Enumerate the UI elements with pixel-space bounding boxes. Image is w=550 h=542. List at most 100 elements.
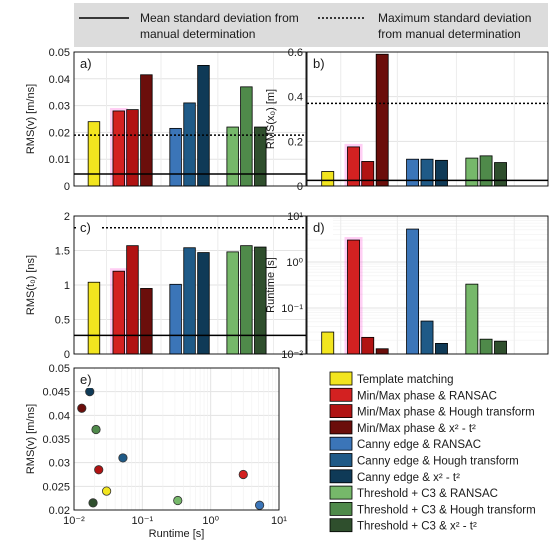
y-tick-label: 0 [297,181,303,193]
bar-template-matching [321,331,335,355]
legend-swatch [329,485,353,500]
panel-c: 0 0.5 1 1.5 2 c) RMS(t₀) [ns] [25,211,307,361]
y-axis-label: RMS(v) [m/ns] [25,84,37,154]
bar-min-max-phase-hough-transform [361,161,375,187]
y-tick-label: 0.5 [55,315,70,327]
bar-min-max-phase-ransac [112,110,125,187]
panel-label: c) [80,220,91,235]
bar-min-max-phase-x-t- [375,53,389,187]
bar-min-max-phase-hough-transform [361,336,375,355]
top-legend-background [74,3,548,47]
legend-label: Min/Max phase & x² - t² [357,423,476,435]
legend-item: Min/Max phase & Hough transform [329,404,535,419]
y-tick-label: 10⁻¹ [281,303,303,315]
legend-label: Threshold + C3 & x² - t² [357,521,477,533]
bar-canny-edge-ransac [406,158,419,187]
bar-canny-edge-x-t- [197,65,210,187]
legend-swatch [329,469,353,484]
y-tick-label: 0.01 [49,154,70,166]
y-tick-label: 0.05 [49,47,70,59]
panel-label-bg [309,54,333,72]
bar-canny-edge-hough-transform [420,320,434,355]
legend-label: Canny edge & RANSAC [357,439,481,451]
y-tick-label: 2 [64,211,70,223]
bar-threshold-c3-x-t- [494,162,507,187]
bar-min-max-phase-ransac [347,239,360,355]
panel-label-bg [309,218,333,236]
point-min-max-phase-x-t- [77,403,87,413]
y-tick-label: 0 [64,181,70,193]
y-tick-label: 0.2 [288,136,303,148]
y-tick-label: 0.6 [288,47,303,59]
y-tick-label: 10⁰ [286,257,303,269]
panel-label: a) [80,56,92,71]
point-threshold-c3-ransac [173,495,183,506]
axes-frame [306,51,549,187]
mean-legend-line1: Mean standard deviation from [140,11,299,25]
panel-label-bg [76,54,100,72]
legend-item: Canny edge & x² - t² [329,469,460,484]
panel-d: 10⁻² 10⁻¹ 10⁰ 10¹ d) Runtime [s] [265,211,549,361]
y-tick-label: 0.045 [42,387,70,399]
x-tick-label: 10¹ [271,515,287,527]
bar-canny-edge-x-t- [197,252,210,355]
y-tick-label: 10¹ [287,211,303,223]
legend-swatch [329,436,353,451]
y-tick-label: 10⁻² [281,349,303,361]
bar-template-matching [87,121,101,187]
y-tick-label: 0 [64,349,70,361]
panel-label-bg [76,218,100,236]
bar-canny-edge-x-t- [435,342,448,355]
panel-label-bg [76,370,100,388]
panel-b: 0 0.2 0.4 0.6 b) RMS(x₀) [m] [265,47,549,193]
bar-threshold-c3-x-t- [494,340,507,355]
legend-swatch [329,501,353,516]
point-min-max-phase-ransac [238,469,248,480]
bar-canny-edge-hough-transform [183,247,196,355]
legend-item: Canny edge & RANSAC [329,436,481,451]
x-tick-label: 10⁻¹ [131,515,153,527]
y-tick-label: 0.025 [42,481,70,493]
y-tick-label: 0.03 [49,101,70,113]
point-threshold-c3-x-t- [88,498,98,508]
point-min-max-phase-hough-transform [94,465,104,475]
legend-swatch [329,387,353,402]
y-tick-label: 1.5 [55,246,70,258]
bar-canny-edge-hough-transform [420,158,434,187]
bar-min-max-phase-ransac [112,270,125,355]
panel-label: d) [313,220,325,235]
y-tick-label: 1 [64,280,70,292]
bar-threshold-c3-ransac [465,283,479,355]
y-axis-label: RMS(t₀) [ns] [25,255,37,315]
legend-swatch [329,518,353,533]
axes-frame [73,215,307,355]
legend-item: Canny edge & Hough transform [329,453,519,468]
legend-label: Min/Max phase & RANSAC [357,390,497,402]
mean-legend-line2: manual determination [140,27,255,41]
y-tick-label: 0.02 [49,505,70,517]
legend-item: Threshold + C3 & Hough transform [329,501,536,516]
bar-canny-edge-ransac [169,283,182,355]
legend-item: Min/Max phase & x² - t² [329,420,476,435]
bar-canny-edge-ransac [406,228,419,355]
legend-label: Canny edge & Hough transform [357,456,519,468]
legend-item: Min/Max phase & RANSAC [329,387,497,402]
legend-item: Threshold + C3 & RANSAC [329,485,498,500]
legend-swatch [329,371,353,386]
bar-threshold-c3-hough-transform [479,155,493,187]
bar-threshold-c3-hough-transform [240,245,253,355]
bar-threshold-c3-hough-transform [240,86,253,187]
bar-threshold-c3-ransac [465,157,479,187]
bar-canny-edge-ransac [169,127,182,187]
y-tick-label: 0.05 [49,363,70,375]
max-legend-line2: from manual determination [378,27,521,41]
legend-label: Template matching [357,374,454,386]
point-canny-edge-ransac [254,500,265,510]
bar-threshold-c3-ransac [226,251,239,355]
y-tick-label: 0.02 [49,127,70,139]
panel-label: e) [80,372,92,387]
bar-min-max-phase-x-t- [140,288,153,355]
max-legend-line1: Maximum standard deviation [378,11,531,25]
y-tick-label: 0.04 [49,410,70,422]
